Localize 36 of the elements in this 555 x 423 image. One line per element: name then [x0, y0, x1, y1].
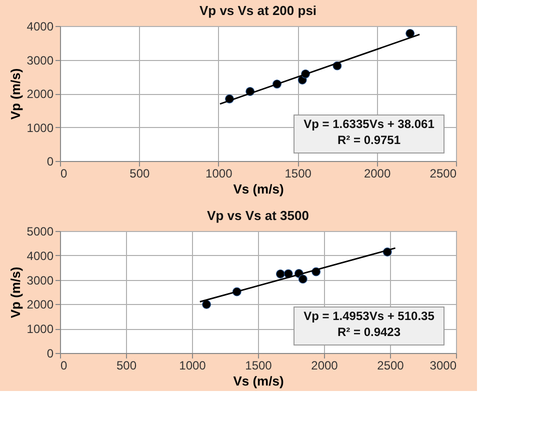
y-tick-label: 0	[46, 154, 54, 168]
x-tick-label: 500	[116, 358, 137, 372]
point	[298, 274, 308, 284]
x-axis-title: Vs (m/s)	[233, 182, 284, 196]
y-tick-label: 4000	[26, 20, 54, 34]
x-axis-title: Vs (m/s)	[233, 374, 284, 388]
y-tick-label: 5000	[26, 224, 54, 238]
x-tick-label: 2000	[311, 358, 338, 372]
y-tick-label: 4000	[26, 248, 54, 263]
y-tick-label: 0	[46, 346, 54, 360]
x-tick-label: 1500	[245, 358, 272, 372]
x-tick-label: 1000	[206, 166, 233, 180]
x-tick-label: 1500	[284, 166, 312, 180]
y-tick-label: 2000	[26, 87, 54, 101]
point	[276, 269, 285, 278]
x-tick-label: 500	[130, 166, 150, 180]
y-tick-label: 1000	[26, 120, 54, 135]
x-tick-label: 2000	[364, 166, 391, 180]
x-tick-label: 2500	[430, 166, 457, 180]
y-tick-label: 3000	[26, 273, 54, 288]
y-tick-label: 1000	[26, 322, 54, 336]
annotation: Vp = 1.6335Vs + 38.061 R² = 0.9751	[304, 117, 435, 147]
x-tick-label: 2500	[377, 358, 404, 372]
y-tick-label: 2000	[26, 298, 54, 312]
x-tick-label: 3000	[430, 358, 457, 372]
x-tick-label: 1000	[179, 358, 206, 372]
x-tick-label: 0	[60, 358, 68, 372]
annotation: Vp = 1.4953Vs + 510.35 R² = 0.9423	[304, 309, 435, 339]
point	[202, 300, 212, 309]
y-axis-title: Vp (m/s)	[8, 266, 23, 318]
y-axis-title: Vp (m/s)	[8, 68, 23, 120]
x-tick-label: 0	[60, 166, 68, 180]
chart-title: Vp vs Vs at 200 psi	[199, 3, 317, 18]
y-tick-label: 3000	[26, 53, 54, 68]
chart-title: Vp vs Vs at 3500	[207, 208, 309, 223]
point	[406, 28, 415, 38]
